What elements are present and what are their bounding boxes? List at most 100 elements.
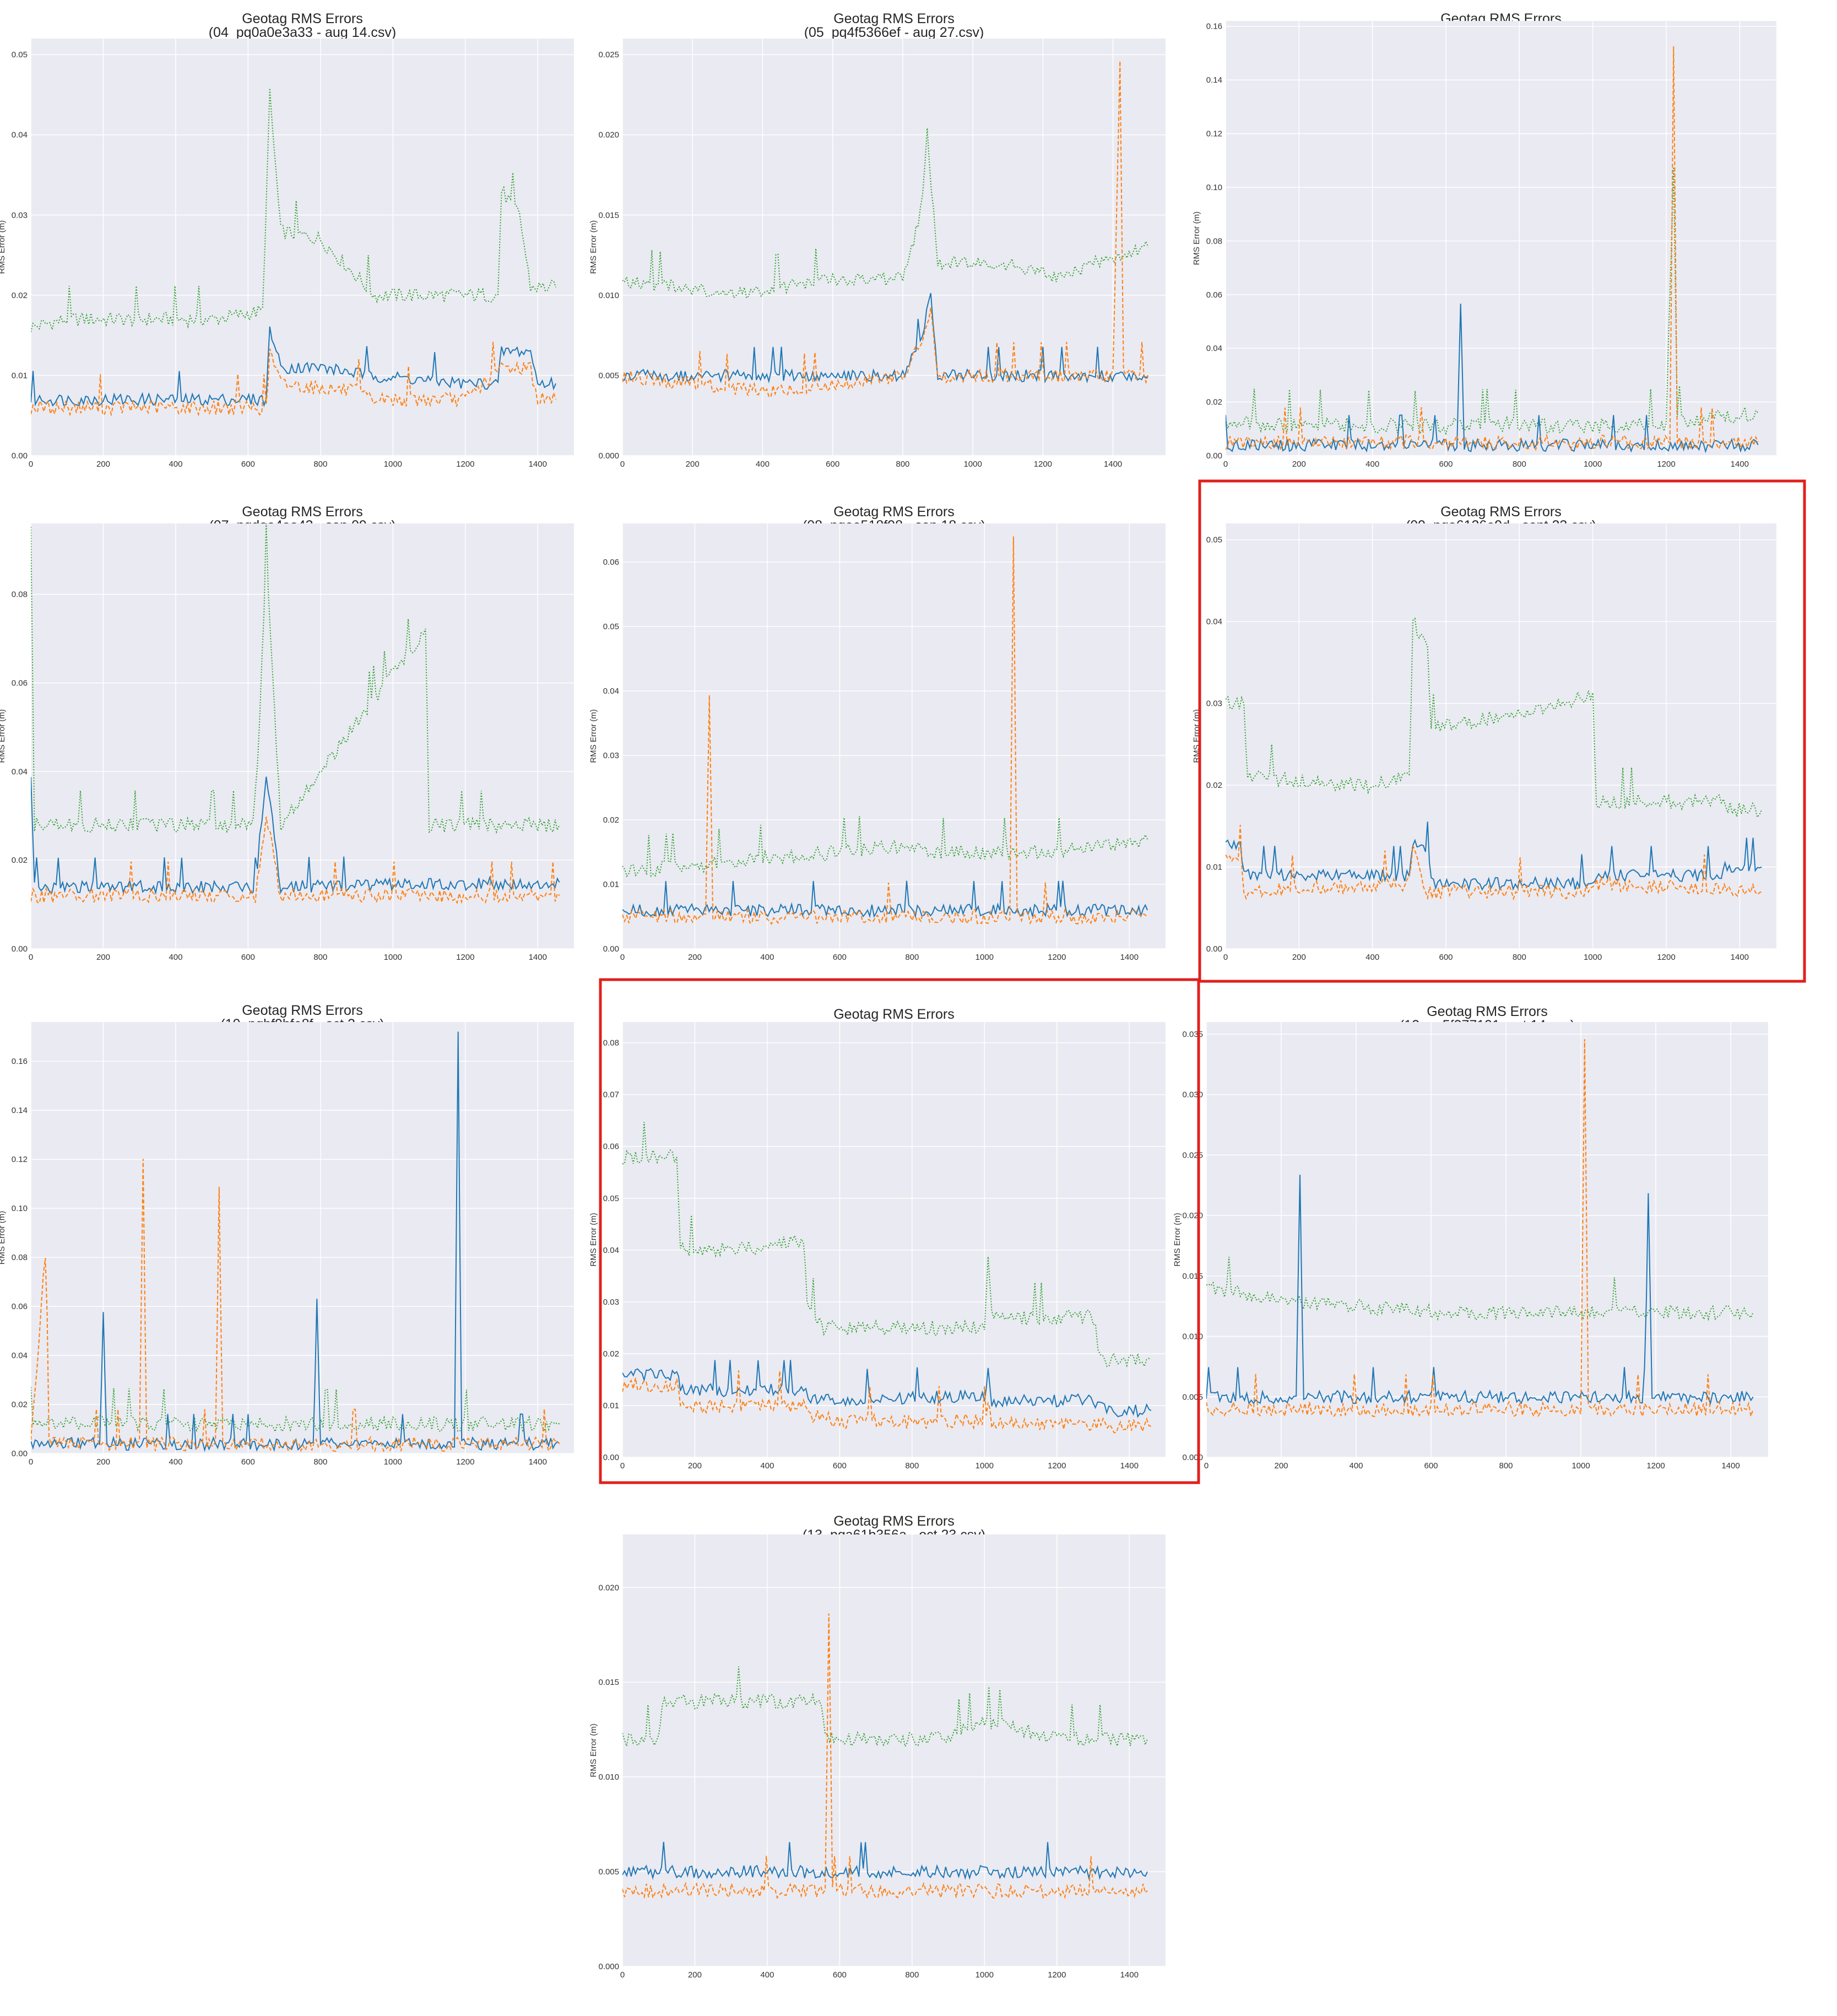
y-tick-label: 0.12 bbox=[1206, 129, 1222, 139]
y-tick-label: 0.02 bbox=[1206, 398, 1222, 407]
series-line-green bbox=[622, 816, 1148, 878]
y-tick-label: 0.04 bbox=[12, 767, 28, 776]
x-tick-label: 800 bbox=[905, 1461, 919, 1471]
chart-subtitle: (05_pq4f5366ef - aug 27.csv) bbox=[804, 25, 984, 40]
chart-title: Geotag RMS Errors bbox=[1440, 504, 1562, 520]
x-tick-label: 0 bbox=[620, 1970, 625, 1980]
chart-title: Geotag RMS Errors bbox=[1427, 1004, 1548, 1019]
series-line-green bbox=[1226, 166, 1759, 435]
x-tick-label: 1200 bbox=[1657, 953, 1675, 962]
x-tick-label: 1200 bbox=[1048, 1461, 1066, 1471]
x-tick-label: 200 bbox=[1274, 1461, 1288, 1471]
y-tick-label: 0.020 bbox=[598, 131, 619, 140]
y-tick-label: 0.05 bbox=[603, 1194, 619, 1203]
y-tick-label: 0.06 bbox=[12, 679, 28, 688]
y-axis-label: RMS Error (m) bbox=[589, 220, 598, 274]
x-tick-label: 800 bbox=[313, 953, 327, 962]
x-tick-label: 400 bbox=[1365, 460, 1379, 469]
y-tick-label: 0.04 bbox=[12, 1351, 28, 1360]
y-tick-label: 0.04 bbox=[603, 1246, 619, 1255]
x-tick-label: 1000 bbox=[976, 1461, 994, 1471]
chart-subtitle: (04_pq0a0e3a33 - aug 14.csv) bbox=[209, 25, 397, 40]
x-tick-label: 0 bbox=[1223, 460, 1228, 469]
series-line-green bbox=[622, 128, 1149, 299]
plot-area bbox=[1206, 1022, 1768, 1457]
x-tick-label: 200 bbox=[96, 460, 110, 469]
x-tick-label: 200 bbox=[686, 460, 700, 469]
series-line-blue bbox=[1226, 304, 1759, 453]
series-line-green bbox=[622, 1122, 1151, 1368]
y-axis-label: RMS Error (m) bbox=[0, 1211, 7, 1265]
y-tick-label: 0.01 bbox=[12, 371, 28, 380]
y-tick-label: 0.05 bbox=[12, 50, 28, 60]
x-tick-label: 600 bbox=[1439, 460, 1453, 469]
y-tick-label: 0.12 bbox=[12, 1155, 28, 1164]
y-axis-label: RMS Error (m) bbox=[589, 709, 598, 763]
x-tick-label: 1400 bbox=[1721, 1461, 1740, 1471]
y-tick-label: 0.04 bbox=[1206, 344, 1222, 353]
plot-area bbox=[622, 39, 1166, 456]
y-axis-label: RMS Error (m) bbox=[1173, 1213, 1182, 1267]
x-tick-label: 1200 bbox=[1646, 1461, 1665, 1471]
y-tick-label: 0.015 bbox=[598, 210, 619, 220]
x-tick-label: 1000 bbox=[963, 460, 982, 469]
series-line-green bbox=[31, 88, 557, 332]
x-tick-label: 400 bbox=[169, 953, 182, 962]
x-tick-label: 0 bbox=[29, 460, 33, 469]
x-tick-label: 200 bbox=[1292, 460, 1306, 469]
x-tick-label: 1400 bbox=[1104, 460, 1122, 469]
x-tick-label: 400 bbox=[1349, 1461, 1363, 1471]
y-tick-label: 0.04 bbox=[603, 687, 619, 696]
x-tick-label: 400 bbox=[760, 1970, 774, 1980]
series-line-orange bbox=[622, 1370, 1151, 1434]
plot-area bbox=[622, 523, 1166, 949]
y-tick-label: 0.10 bbox=[12, 1204, 28, 1213]
highlight-box bbox=[599, 978, 1200, 1484]
y-tick-label: 0.00 bbox=[1206, 451, 1222, 461]
x-tick-label: 800 bbox=[1513, 460, 1526, 469]
chart-panel-3: Geotag RMS Errors(07_pqdaa4aa43 - sep 09… bbox=[0, 504, 574, 962]
y-tick-label: 0.00 bbox=[603, 944, 619, 954]
y-tick-label: 0.01 bbox=[603, 1401, 619, 1410]
y-tick-label: 0.05 bbox=[603, 622, 619, 631]
y-tick-label: 0.06 bbox=[12, 1302, 28, 1311]
chart-panel-7: Geotag RMS Errors(11_pq15d30293 - oct 9.… bbox=[589, 1007, 1166, 1471]
chart-title: Geotag RMS Errors bbox=[833, 504, 955, 520]
series-line-blue bbox=[622, 880, 1148, 918]
x-tick-label: 400 bbox=[756, 460, 770, 469]
x-tick-label: 600 bbox=[1439, 953, 1453, 962]
chart-panel-8: Geotag RMS Errors(12_pq5f277191 -oct 14.… bbox=[1173, 1004, 1768, 1471]
chart-panel-5: Geotag RMS Errors(09_pqa6126e9d - sept 2… bbox=[1192, 504, 1776, 962]
x-tick-label: 400 bbox=[1365, 953, 1379, 962]
chart-title: Geotag RMS Errors bbox=[242, 11, 363, 26]
x-tick-label: 600 bbox=[833, 1970, 847, 1980]
series-line-blue bbox=[31, 776, 560, 895]
y-tick-label: 0.01 bbox=[1206, 863, 1222, 872]
y-tick-label: 0.02 bbox=[12, 291, 28, 300]
series-line-orange bbox=[31, 342, 557, 417]
series-line-orange bbox=[1206, 1039, 1754, 1419]
chart-panel-6: Geotag RMS Errors(10_pqbf9bfe8f - oct 2.… bbox=[0, 1003, 574, 1467]
x-tick-label: 0 bbox=[620, 1461, 625, 1471]
series-line-green bbox=[1226, 617, 1763, 819]
chart-title: Geotag RMS Errors bbox=[833, 11, 955, 26]
x-tick-label: 200 bbox=[688, 1970, 702, 1980]
plot-area bbox=[622, 1534, 1166, 1966]
x-tick-label: 1000 bbox=[976, 1970, 994, 1980]
x-tick-label: 1200 bbox=[1657, 460, 1675, 469]
x-tick-label: 800 bbox=[905, 953, 919, 962]
x-tick-label: 1000 bbox=[1584, 460, 1602, 469]
x-tick-label: 0 bbox=[620, 953, 625, 962]
x-tick-label: 0 bbox=[29, 953, 33, 962]
y-tick-label: 0.14 bbox=[1206, 75, 1222, 85]
chart-title: Geotag RMS Errors bbox=[833, 1007, 955, 1022]
series-line-orange bbox=[622, 536, 1148, 926]
x-tick-label: 400 bbox=[760, 953, 774, 962]
x-tick-label: 1000 bbox=[384, 953, 402, 962]
y-tick-label: 0.000 bbox=[598, 451, 619, 461]
x-tick-label: 1400 bbox=[1120, 1461, 1139, 1471]
x-tick-label: 1400 bbox=[1120, 1970, 1139, 1980]
chart-panel-0: Geotag RMS Errors(04_pq0a0e3a33 - aug 14… bbox=[0, 11, 574, 469]
y-tick-label: 0.010 bbox=[598, 291, 619, 300]
